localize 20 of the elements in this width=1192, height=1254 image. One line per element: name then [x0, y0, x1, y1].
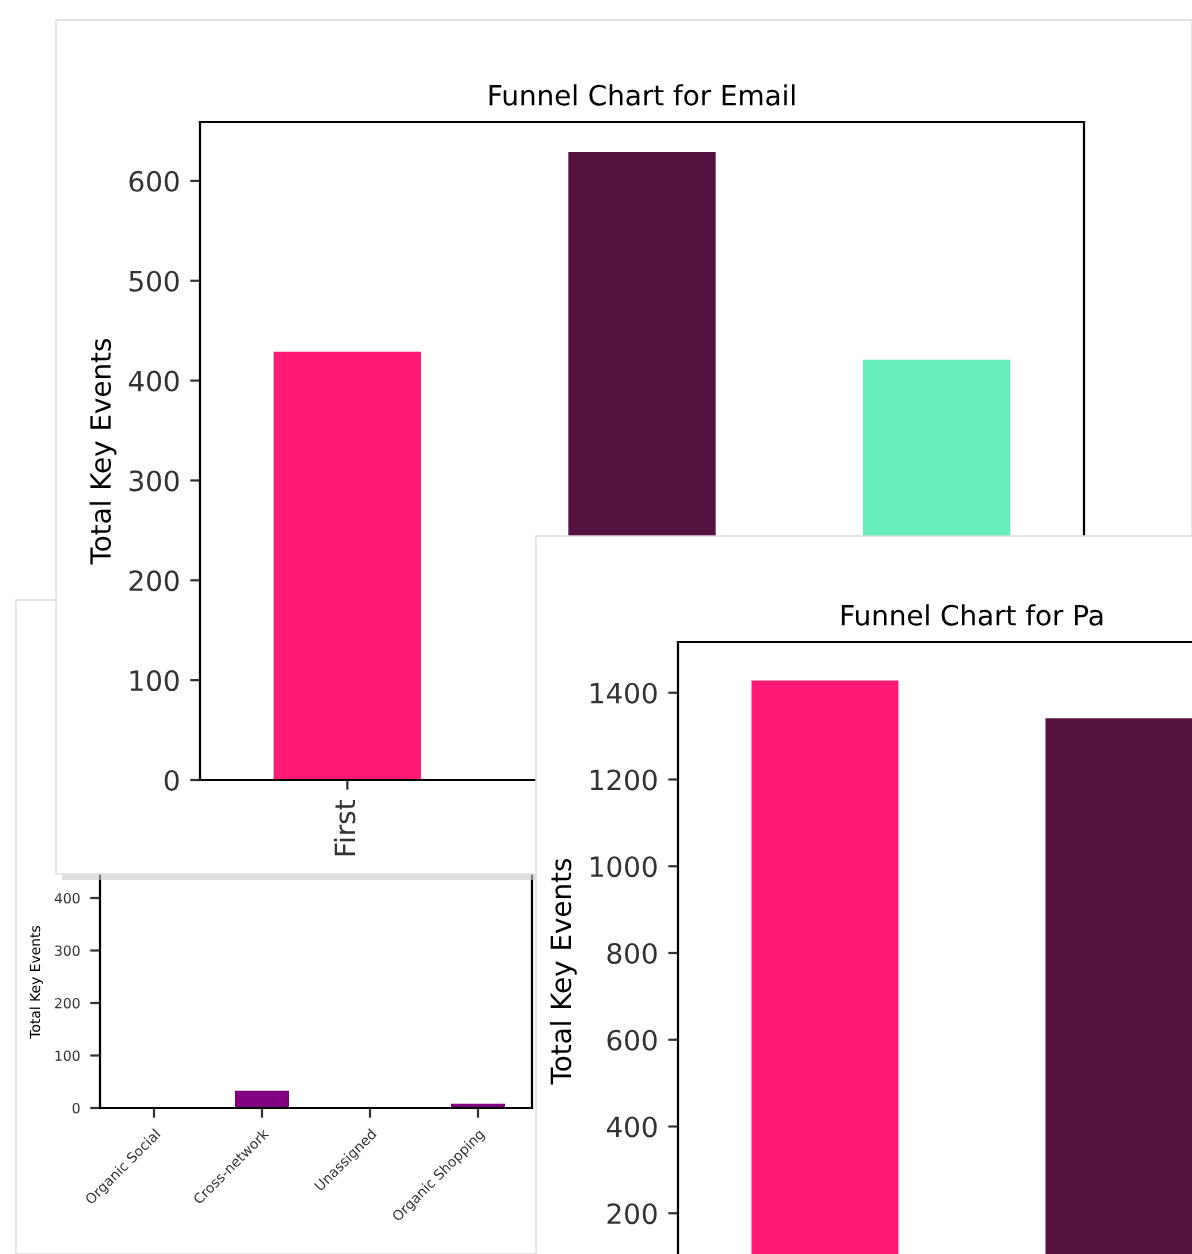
- y-tick-label: 400: [606, 1116, 657, 1138]
- y-tick-label: 0: [164, 769, 179, 791]
- y-tick-label: 400: [128, 370, 179, 392]
- y-tick-label: 500: [129, 270, 179, 292]
- y-tick-label: 300: [129, 470, 179, 492]
- y-tick-label: 1400: [590, 682, 657, 704]
- y-tick-label: 200: [129, 570, 179, 592]
- y-tick-label: 600: [129, 170, 179, 192]
- y-axis-title: Total Key Events: [549, 858, 577, 1085]
- y-tick-label: 800: [607, 942, 657, 964]
- bar: [273, 351, 421, 780]
- y-axis-title: Total Key Events: [89, 338, 117, 565]
- y-tick-label: 600: [607, 1029, 657, 1051]
- y-tick-label: 1200: [590, 769, 657, 791]
- y-tick-label: 100: [130, 670, 179, 692]
- y-tick-label: 200: [607, 1203, 657, 1225]
- x-tick-label: First: [333, 800, 356, 856]
- chart-title: Funnel Chart for Email: [489, 84, 795, 106]
- chart-title: Funnel Chart for Pa: [841, 604, 1103, 626]
- y-tick-label: 1000: [590, 856, 657, 878]
